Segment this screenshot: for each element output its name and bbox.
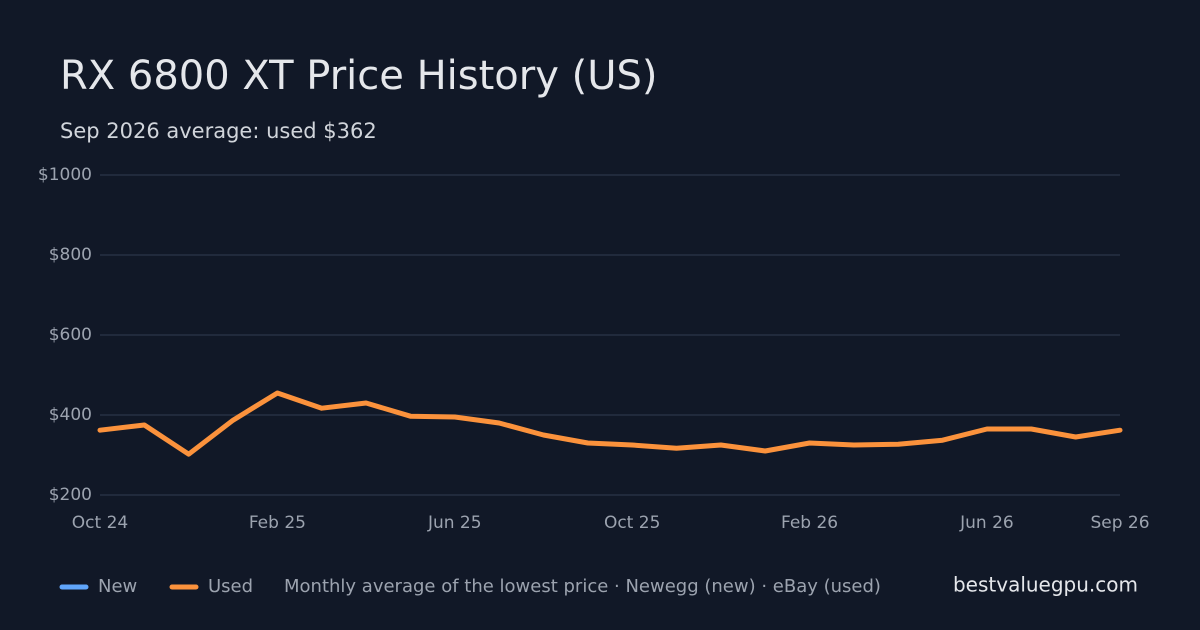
y-tick-label: $600 [49, 325, 92, 345]
y-tick-label: $400 [49, 405, 92, 425]
chart-title: RX 6800 XT Price History (US) [60, 53, 657, 99]
chart-subtitle: Sep 2026 average: used $362 [60, 119, 377, 143]
x-tick-label: Feb 26 [781, 513, 838, 533]
x-tick-label: Sep 26 [1090, 513, 1149, 533]
source: bestvaluegpu.com [953, 573, 1138, 597]
x-tick-label: Oct 24 [72, 513, 128, 533]
x-tick-label: Jun 26 [959, 513, 1014, 533]
y-tick-label: $800 [49, 245, 92, 265]
legend-label: Used [208, 576, 253, 597]
y-tick-label: $200 [49, 485, 92, 505]
x-tick-label: Jun 25 [427, 513, 482, 533]
x-tick-label: Feb 25 [249, 513, 306, 533]
y-tick-label: $1000 [38, 165, 92, 185]
series-line [97, 390, 1123, 457]
note: Monthly average of the lowest price · Ne… [284, 576, 881, 597]
legend-label: New [98, 576, 137, 597]
x-tick-label: Oct 25 [604, 513, 660, 533]
